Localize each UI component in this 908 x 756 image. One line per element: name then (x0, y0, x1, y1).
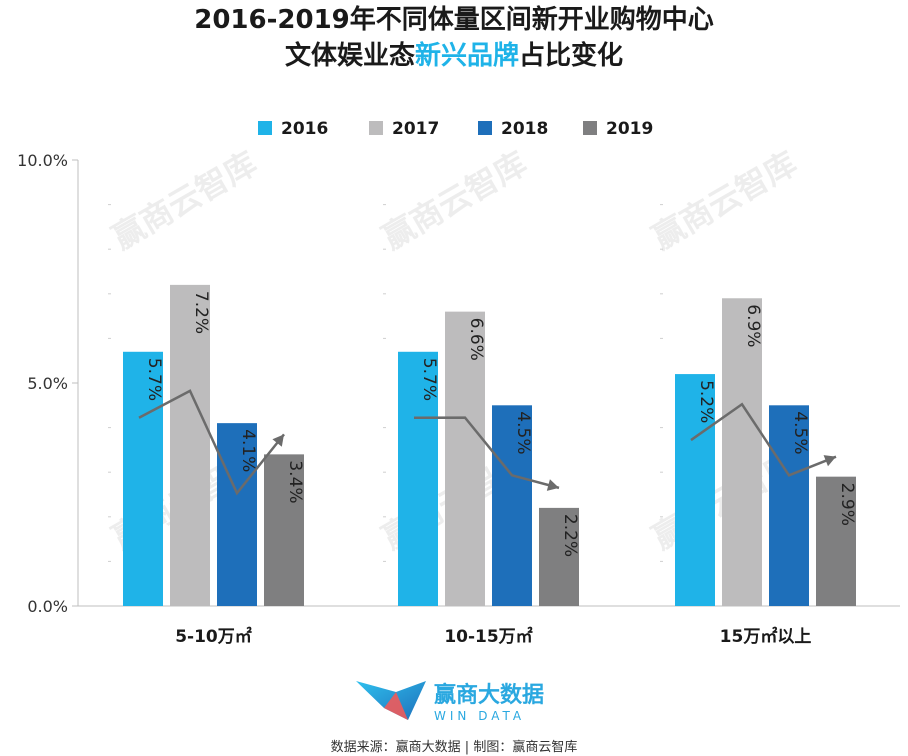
logo-cn-text: 赢商大数据 (434, 682, 544, 708)
legend-swatch-2016 (258, 121, 272, 135)
data-labels: 5.7% 5.7% 5.2% 7.2% 6.6% 6.9% 4.1% 4.5% 4.5% 3.4%… (144, 291, 857, 557)
legend-label-2018: 2018 (501, 119, 548, 139)
title-suffix: 占比变化 (519, 41, 624, 71)
legend-swatch-2019 (583, 121, 597, 135)
source-note: 数据来源：赢商大数据 | 制图：赢商云智库 (330, 740, 578, 755)
bar-2016-1 (398, 351, 438, 606)
bar-2018-2 (769, 405, 809, 606)
bar-2017-2 (722, 298, 762, 606)
watermark-text: 赢商云智库 (376, 144, 534, 257)
title-prefix: 文体娱业态 (284, 41, 415, 71)
data-label-2017-0: 7.2% (191, 291, 211, 334)
watermark-text: 赢商云智库 (106, 144, 264, 257)
title-highlight: 新兴品牌 (414, 41, 519, 71)
legend-label-2016: 2016 (281, 119, 328, 139)
legend-swatch-2017 (369, 121, 383, 135)
x-tick-label: 15万㎡以上 (720, 626, 812, 647)
data-label-2019-1: 2.2% (560, 514, 580, 557)
data-label-2018-0: 4.1% (238, 429, 258, 472)
bar-2016-2 (675, 374, 715, 606)
trend-line (690, 402, 837, 477)
data-label-2019-2: 2.9% (837, 483, 857, 526)
y-tick-label: 0.0% (27, 597, 68, 616)
data-label-2019-0: 3.4% (285, 460, 305, 503)
legend-label-2019: 2019 (606, 119, 653, 139)
trend-line (138, 389, 285, 496)
arrow-head-icon (272, 434, 284, 447)
bar-2016-0 (123, 351, 163, 606)
data-label-2017-2: 6.9% (743, 304, 763, 347)
y-tick-label: 5.0% (27, 374, 68, 393)
bars (123, 284, 856, 606)
bar-2017-1 (445, 311, 485, 606)
arrow-head-icon (823, 455, 836, 467)
x-tick-label: 10-15万㎡ (444, 626, 532, 647)
win-data-logo: 赢商大数据 WIN DATA (356, 681, 544, 723)
data-label-2016-1: 5.7% (419, 358, 439, 401)
x-tick-label: 5-10万㎡ (175, 626, 252, 647)
legend-label-2017: 2017 (392, 119, 439, 139)
data-label-2016-2: 5.2% (696, 380, 716, 423)
data-label-2018-1: 4.5% (513, 411, 533, 454)
bar-2019-1 (539, 507, 579, 606)
axes: 0.0% 5.0% 10.0% 5-10万㎡ 10-15万㎡ 15万㎡以上 (17, 151, 900, 647)
trend-arrows (138, 389, 837, 496)
trend-line (413, 416, 560, 490)
bar-2017-0 (170, 284, 210, 606)
y-tick-label: 10.0% (17, 151, 68, 170)
arrow-head-icon (546, 479, 559, 491)
data-label-2017-1: 6.6% (466, 318, 486, 361)
watermark-text: 赢商云智库 (646, 144, 804, 257)
chart-title-line1: 2016-2019年不同体量区间新开业购物中心 (194, 5, 714, 35)
legend: 2016 2017 2018 2019 (258, 119, 653, 139)
bar-2018-0 (217, 423, 257, 606)
data-label-2016-0: 5.7% (144, 358, 164, 401)
data-label-2018-2: 4.5% (790, 411, 810, 454)
legend-swatch-2018 (478, 121, 492, 135)
bar-2019-2 (816, 476, 856, 606)
chart-title-line2: 文体娱业态新兴品牌占比变化 (0, 38, 908, 74)
bar-2018-1 (492, 405, 532, 606)
logo-en-text: WIN DATA (434, 709, 525, 723)
bar-2019-0 (264, 454, 304, 606)
